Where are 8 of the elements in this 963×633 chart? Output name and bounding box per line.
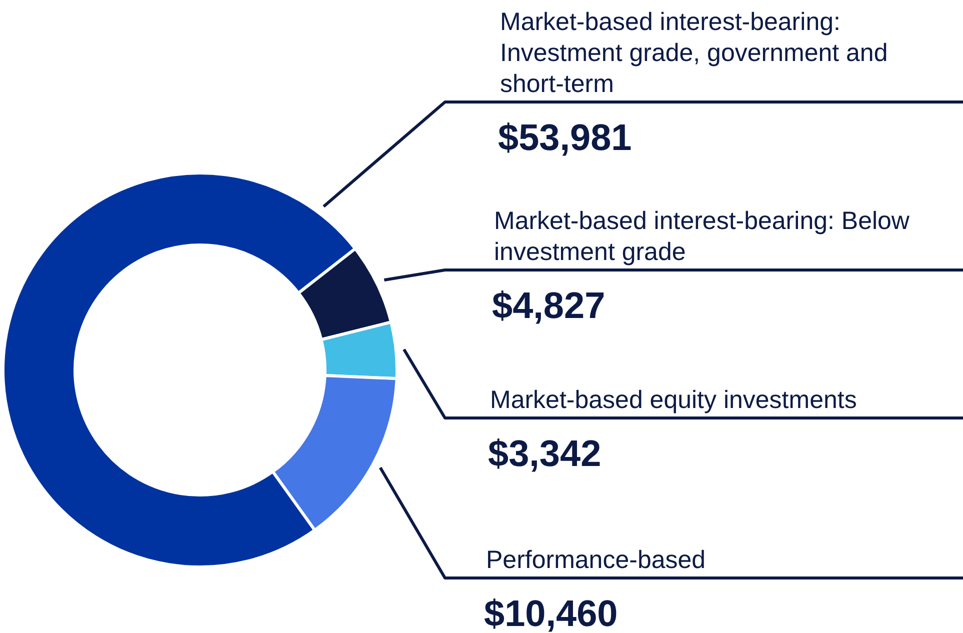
slice-label: Market-based interest-bearing: Below investment grade (494, 207, 910, 266)
data-label: $4,827 (492, 285, 606, 326)
data-label: $10,460 (484, 593, 618, 633)
slice-label: Market-based interest-bearing: Investment grade, government and short-term (500, 8, 888, 98)
slice-label: Market-based equity investments (490, 386, 857, 414)
data-label: $3,342 (488, 433, 602, 474)
slice-label: Performance-based (486, 546, 706, 574)
data-label: $53,981 (498, 117, 632, 158)
